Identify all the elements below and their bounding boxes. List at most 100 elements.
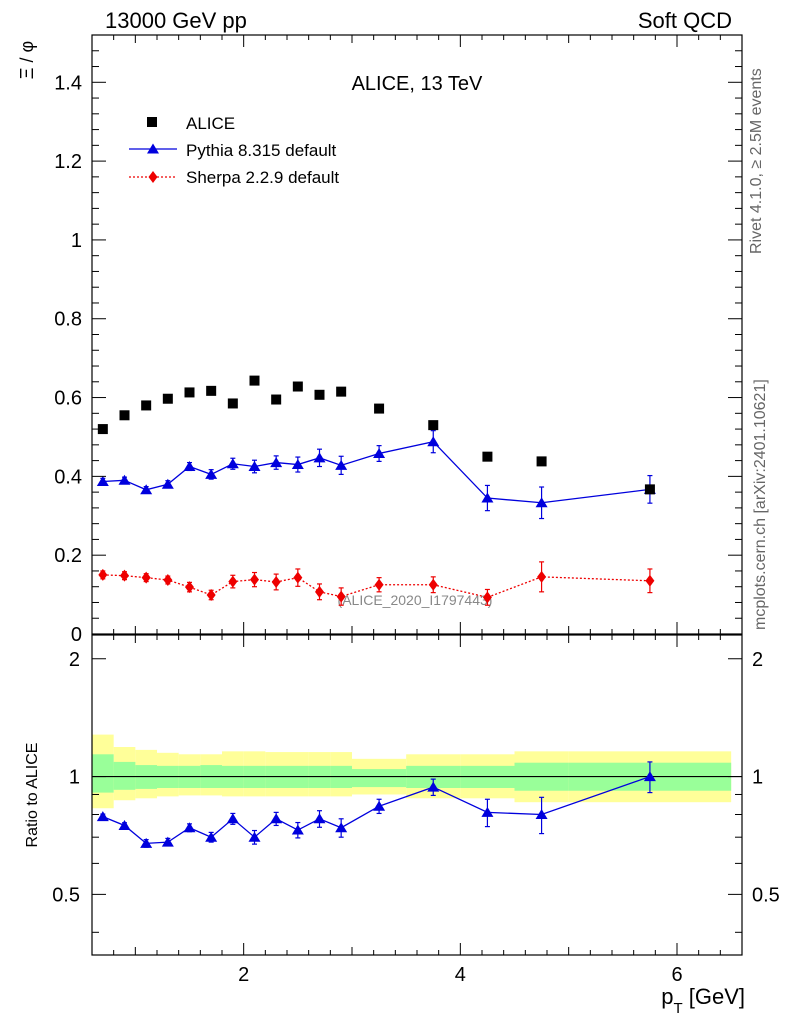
analysis-watermark: (ALICE_2020_I1797443) bbox=[338, 592, 493, 608]
sherpa-point bbox=[537, 570, 547, 583]
ratio-y-tick-label-right: 2 bbox=[752, 649, 763, 671]
main-y-tick-label: 0.2 bbox=[54, 545, 82, 567]
ratio-pythia-point bbox=[140, 837, 153, 848]
main-y-tick-label: 0.4 bbox=[54, 466, 82, 488]
alice-point bbox=[249, 375, 260, 386]
ratio-pythia-point bbox=[118, 819, 131, 830]
alice-point bbox=[184, 387, 195, 398]
pythia-point bbox=[291, 459, 304, 470]
pythia-line bbox=[102, 440, 650, 504]
ratio-pythia-point bbox=[161, 836, 174, 847]
legend-label-sherpa: Sherpa 2.2.9 default bbox=[186, 168, 339, 187]
pythia-point bbox=[140, 484, 153, 495]
alice-point bbox=[271, 394, 282, 405]
category-label: Soft QCD bbox=[638, 8, 732, 33]
ratio-pythia-point bbox=[205, 831, 218, 842]
pythia-point bbox=[270, 457, 283, 468]
sherpa-point bbox=[293, 571, 303, 584]
legend-marker-sherpa bbox=[148, 171, 158, 183]
x-axis-title-subscript: T bbox=[673, 1000, 682, 1017]
alice-point bbox=[119, 410, 130, 421]
ratio-pythia-point bbox=[481, 806, 494, 817]
main-y-tick-label: 0.6 bbox=[54, 388, 82, 410]
plot-title: ALICE, 13 TeV bbox=[352, 73, 483, 95]
legend-marker-pythia bbox=[147, 143, 159, 154]
x-axis-title: pT [GeV] bbox=[661, 984, 745, 1017]
sherpa-point bbox=[250, 573, 259, 586]
pythia-point bbox=[118, 474, 131, 485]
alice-point bbox=[314, 389, 325, 400]
pythia-point bbox=[161, 478, 174, 489]
ratio-pythia-point bbox=[96, 811, 109, 822]
alice-point bbox=[141, 400, 152, 411]
pythia-point bbox=[205, 468, 218, 479]
sherpa-point bbox=[315, 585, 324, 598]
ratio-pythia-point bbox=[643, 771, 656, 782]
sherpa-point bbox=[228, 575, 238, 588]
legend-label-alice: ALICE bbox=[186, 114, 235, 133]
alice-point bbox=[428, 420, 439, 431]
pythia-point bbox=[535, 497, 548, 508]
sherpa-point bbox=[206, 588, 216, 601]
pythia-point bbox=[313, 452, 326, 463]
pythia-point bbox=[96, 475, 109, 486]
alice-point bbox=[162, 393, 173, 404]
sherpa-point bbox=[185, 581, 194, 594]
sherpa-point bbox=[482, 591, 492, 604]
ratio-pythia-point bbox=[270, 813, 283, 824]
sherpa-point bbox=[336, 590, 346, 603]
ratio-pythia-point bbox=[226, 813, 239, 824]
mcplots-label: mcplots.cern.ch [arXiv:2401.10621] bbox=[752, 379, 769, 630]
alice-point bbox=[97, 424, 108, 435]
pythia-point bbox=[248, 461, 261, 472]
ratio-pythia-point bbox=[427, 781, 440, 792]
ratio-pythia-point bbox=[335, 822, 348, 833]
pythia-point bbox=[427, 436, 440, 447]
ratio-pythia-point bbox=[248, 831, 261, 842]
sherpa-point bbox=[163, 574, 173, 587]
pythia-point bbox=[373, 448, 386, 459]
axes-layer: 2 4 6 0 0.2 0.4 0.6 0.8 1 1.2 1.4 0.5 0.5 1 1 2 2 bbox=[52, 34, 780, 986]
pythia-point bbox=[335, 459, 348, 470]
legend-label-pythia: Pythia 8.315 default bbox=[186, 141, 337, 160]
ratio-y-tick-label-right: 1 bbox=[752, 767, 763, 789]
main-y-tick-label: 1.2 bbox=[54, 151, 82, 173]
x-tick-label: 4 bbox=[455, 964, 466, 986]
rivet-label: Rivet 4.1.0, ≥ 2.5M events bbox=[748, 68, 765, 254]
main-y-tick-label: 0.8 bbox=[54, 309, 82, 331]
ratio-pythia-point bbox=[183, 822, 196, 833]
sherpa-point bbox=[645, 574, 655, 587]
band-inner bbox=[113, 761, 136, 790]
alice-point bbox=[292, 381, 303, 392]
pythia-point bbox=[183, 461, 196, 472]
main-y-tick-label: 0 bbox=[71, 624, 82, 646]
ratio-pythia-point bbox=[535, 808, 548, 819]
sherpa-point bbox=[271, 575, 281, 588]
sherpa-point bbox=[141, 571, 151, 584]
sherpa-point bbox=[374, 578, 384, 591]
sherpa-point bbox=[98, 568, 108, 581]
sherpa-point bbox=[428, 578, 438, 591]
x-tick-label: 6 bbox=[671, 964, 682, 986]
ratio-y-tick-label-left: 1 bbox=[69, 767, 80, 789]
alice-point bbox=[227, 398, 238, 409]
ratio-y-tick-label-left: 2 bbox=[69, 649, 80, 671]
legend: ALICE Pythia 8.315 default Sherpa 2.2.9 … bbox=[129, 114, 339, 187]
band-inner bbox=[92, 754, 114, 793]
pythia-point bbox=[226, 458, 239, 469]
data-layer bbox=[96, 375, 656, 848]
ratio-pythia-point bbox=[373, 800, 386, 811]
ratio-pythia-point bbox=[313, 813, 326, 824]
ratio-y-axis-title: Ratio to ALICE bbox=[24, 743, 41, 848]
ratio-y-tick-label-right: 0.5 bbox=[752, 884, 780, 906]
sherpa-point bbox=[120, 569, 129, 582]
alice-point bbox=[536, 456, 547, 467]
ratio-y-tick-label-left: 0.5 bbox=[52, 884, 80, 906]
main-y-axis-title: Ξ / φ bbox=[17, 41, 37, 79]
alice-point bbox=[374, 403, 385, 414]
ratio-uncertainty-bands bbox=[92, 734, 742, 809]
main-y-tick-label: 1.4 bbox=[54, 72, 82, 94]
collision-label: 13000 GeV pp bbox=[105, 8, 247, 33]
legend-marker-alice bbox=[147, 117, 157, 127]
